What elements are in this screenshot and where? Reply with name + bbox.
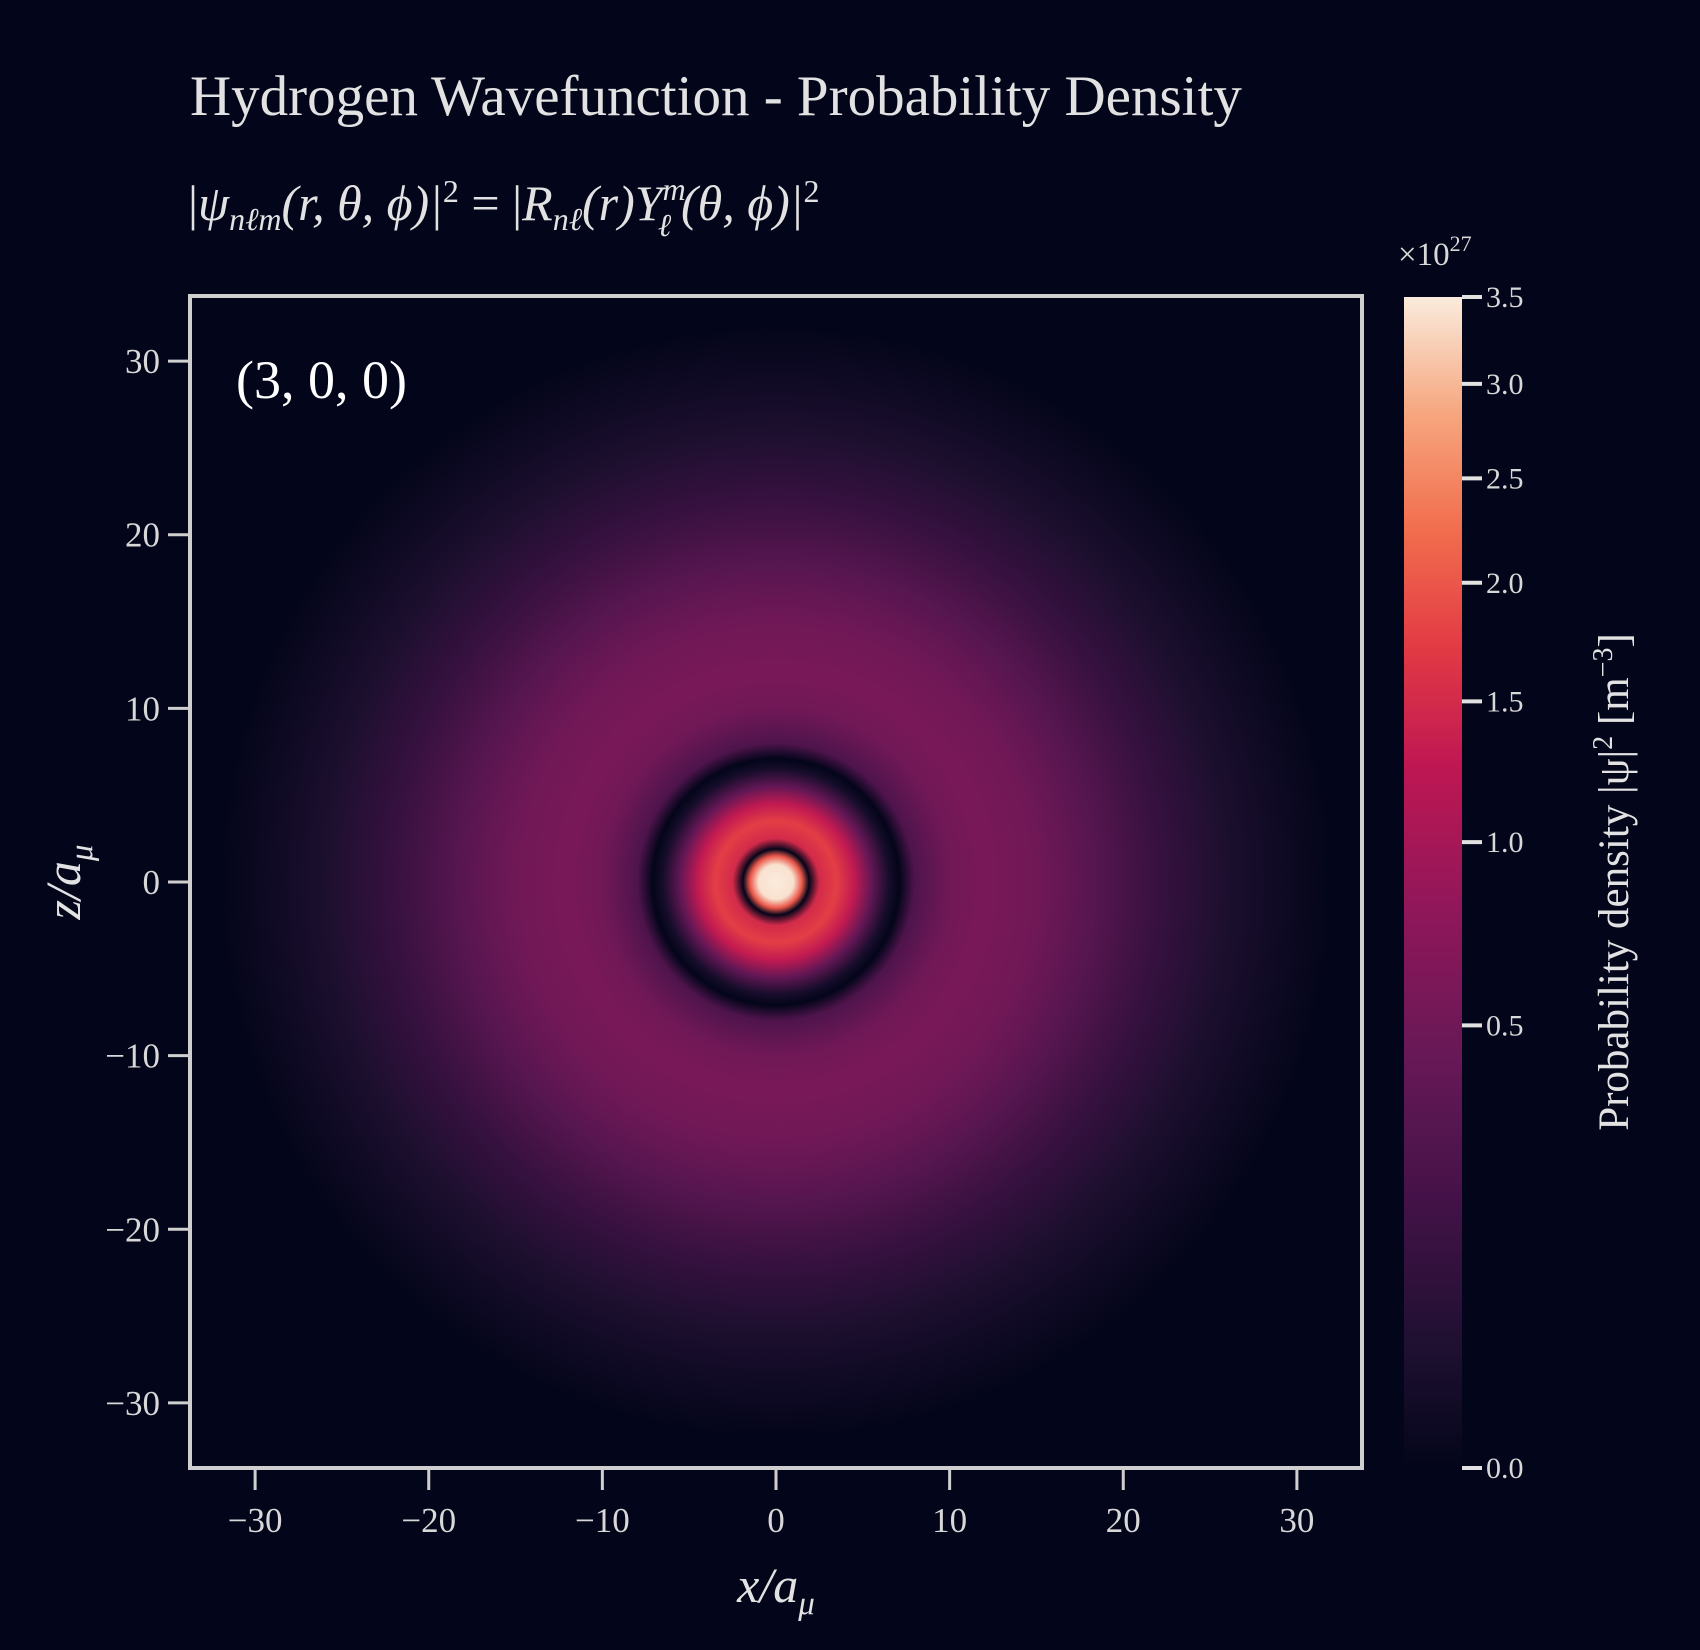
formula-R-sub: nℓ: [553, 201, 583, 237]
formula-psi: ψ: [198, 175, 230, 231]
x-tick-label: −30: [228, 1501, 283, 1540]
formula-psi-sub: nℓm: [229, 201, 281, 237]
y-tick-label: −30: [105, 1384, 160, 1423]
x-tick-label: 30: [1279, 1501, 1314, 1540]
colorbar-multiplier-pow: 27: [1450, 231, 1472, 256]
y-tick-label: 0: [143, 863, 161, 902]
heatmap: [220, 326, 1332, 1438]
formula-r-arg: (r): [582, 175, 635, 231]
colorbar-tick-label: 2.5: [1486, 462, 1524, 495]
y-tick-label: 20: [125, 516, 160, 555]
colorbar-tick-label: 1.0: [1486, 826, 1524, 859]
colorbar-label-unit: [m: [1591, 677, 1638, 736]
formula-Y-sup: m: [663, 171, 686, 207]
colorbar: [1404, 297, 1462, 1468]
colorbar-label-main: Probability density |ψ|: [1591, 750, 1638, 1131]
colorbar-ticks: 0.0 0.5 1.0 1.5 2.0 2.5 3.0 3.5: [1462, 281, 1524, 1485]
colorbar-tick-label: 1.5: [1486, 685, 1524, 718]
formula-pow2: 2: [804, 173, 820, 209]
chart-formula: |ψnℓm(r, θ, ϕ)|2 = |Rnℓ(r)Ym ℓ (θ, ϕ)|2: [188, 171, 820, 243]
formula-Y: Y: [635, 175, 668, 231]
x-tick-label: 0: [767, 1501, 785, 1540]
colorbar-tick-label: 2.0: [1486, 567, 1524, 600]
formula-eq: = |: [459, 175, 522, 231]
colorbar-tick-label: 3.5: [1486, 281, 1524, 314]
formula-Y-sub: ℓ: [658, 207, 672, 243]
x-axis-label-sub: μ: [797, 1586, 815, 1622]
formula-pow: 2: [443, 173, 459, 209]
colorbar-multiplier-base: ×10: [1398, 237, 1450, 273]
colorbar-label-unit-pow: −3: [1588, 648, 1619, 678]
colorbar-multiplier: ×1027: [1398, 231, 1472, 273]
y-tick-label: 30: [125, 342, 160, 381]
formula-Y-args: (θ, ϕ)|: [681, 175, 804, 231]
colorbar-label: Probability density |ψ|2 [m−3]: [1588, 633, 1638, 1131]
x-axis-label: x/aμ: [736, 1557, 815, 1622]
y-axis-label: z/aμ: [35, 845, 100, 921]
density-radial-gradient: [220, 326, 1332, 1438]
colorbar-tick-label: 0.0: [1486, 1452, 1524, 1485]
colorbar-label-close: ]: [1591, 633, 1638, 647]
quantum-numbers-annotation: (3, 0, 0): [236, 350, 407, 410]
formula-args: (r, θ, ϕ)|: [282, 175, 443, 231]
colorbar-tick-label: 0.5: [1486, 1009, 1524, 1042]
x-tick-label: −20: [401, 1501, 456, 1540]
x-tick-label: 10: [932, 1501, 967, 1540]
colorbar-label-pow: 2: [1588, 736, 1619, 750]
chart-title: Hydrogen Wavefunction - Probability Dens…: [190, 65, 1242, 128]
y-tick-label: −20: [105, 1210, 160, 1249]
y-tick-label: 10: [125, 689, 160, 728]
x-tick-label: 20: [1106, 1501, 1141, 1540]
y-axis-label-main: z/a: [35, 861, 91, 920]
y-axis-ticks: −30 −20 −10 0 10 20 30: [105, 342, 190, 1423]
colorbar-tick-label: 3.0: [1486, 368, 1524, 401]
x-axis-ticks: −30 −20 −10 0 10 20 30: [228, 1468, 1314, 1540]
formula-open: |: [188, 175, 198, 231]
formula-R: R: [521, 175, 553, 231]
x-tick-label: −10: [575, 1501, 630, 1540]
y-tick-label: −10: [105, 1037, 160, 1076]
y-axis-label-sub: μ: [64, 845, 100, 863]
x-axis-label-main: x/a: [736, 1557, 798, 1613]
